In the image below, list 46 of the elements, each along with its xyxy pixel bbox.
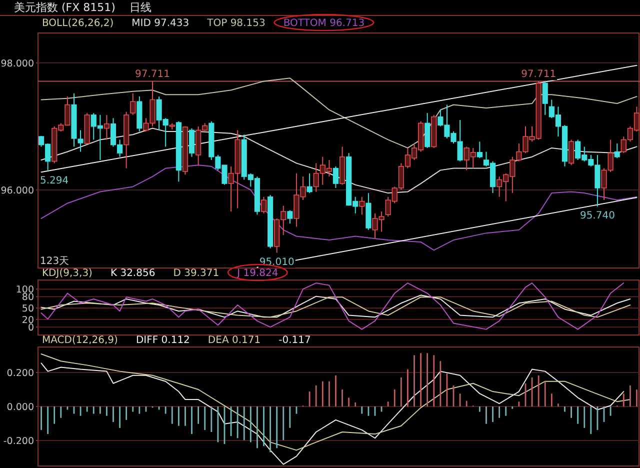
- y-tick-label: -0.200: [3, 436, 34, 447]
- chart-subtitle: 日线: [129, 1, 152, 14]
- legend-title: BOLL(26,26,2): [42, 18, 114, 29]
- y-tick-label: 98.000: [0, 58, 34, 70]
- y-tick-label: 50: [22, 304, 34, 315]
- annotation: 97.711: [521, 69, 556, 80]
- line-series: [40, 362, 624, 465]
- legend-title: KDJ(9,3,3): [42, 268, 93, 279]
- candlestick: [359, 196, 365, 216]
- candlestick: [287, 210, 293, 224]
- line-series: [40, 78, 638, 148]
- y-tick-label: 0: [28, 322, 34, 334]
- candlestick: [542, 80, 548, 116]
- candlestick: [260, 196, 267, 214]
- candlestick: [188, 128, 195, 158]
- y-tick-label: 0.000: [6, 402, 34, 413]
- text: K 32.856: [110, 268, 156, 279]
- line-series: [40, 282, 624, 330]
- line-series: [40, 353, 631, 451]
- annotation: 5.294: [40, 175, 69, 186]
- candlestick: [424, 112, 430, 148]
- line-series: [40, 164, 638, 251]
- text: MID 97.433: [132, 18, 190, 29]
- candlestick: [104, 114, 110, 140]
- text: DEA 0.171: [208, 335, 261, 346]
- annotation: 123天: [40, 256, 70, 267]
- legend-title: MACD(12,26,9): [42, 335, 118, 346]
- candlestick: [306, 172, 312, 194]
- line-series: [40, 128, 638, 194]
- text: D 39.371: [173, 268, 220, 279]
- text: J 19.824: [236, 268, 278, 279]
- y-tick-label: 0.200: [6, 368, 34, 379]
- candlestick: [332, 166, 339, 188]
- candlestick: [614, 143, 620, 159]
- candlestick: [568, 139, 574, 166]
- text: BOTTOM 96.713: [283, 18, 365, 29]
- text: TOP 98.153: [206, 18, 266, 29]
- y-tick-label: 96.000: [0, 185, 34, 196]
- annotation: 95.010: [259, 256, 294, 268]
- annotation: 95.740: [580, 210, 615, 222]
- candlestick: [130, 92, 136, 116]
- annotation: -0.117: [278, 335, 311, 346]
- candlestick: [476, 141, 482, 159]
- annotation: 97.711: [135, 69, 170, 80]
- text: DIFF 0.112: [136, 335, 190, 346]
- chart-title: 美元指数 (FX 8151): [14, 1, 116, 14]
